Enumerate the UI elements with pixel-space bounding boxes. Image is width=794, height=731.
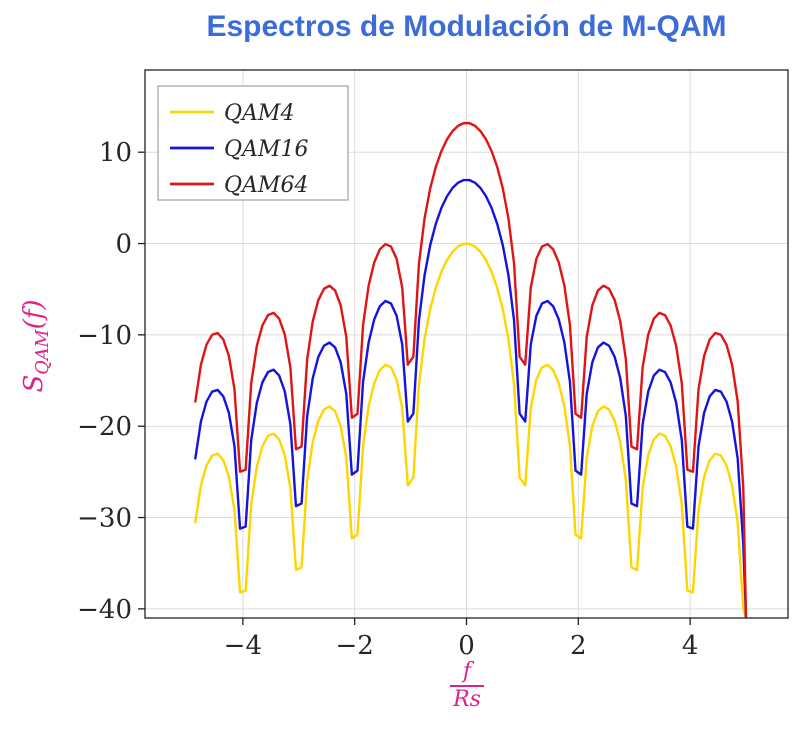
series-line-QAM4 <box>194 242 748 618</box>
chart-title: Espectros de Modulación de M-QAM <box>206 10 727 43</box>
xlabel-numerator: f <box>462 659 472 684</box>
y-tick-label: −10 <box>77 321 132 351</box>
series-line-QAM64 <box>194 121 748 618</box>
y-tick-label: −20 <box>77 412 132 442</box>
x-tick-label: −4 <box>224 631 262 661</box>
ylabel-suffix: (f) <box>19 299 49 330</box>
y-tick-label: −40 <box>77 595 132 625</box>
legend-box <box>157 85 349 201</box>
y-tick-label: −30 <box>77 504 132 534</box>
x-tick-label: −2 <box>336 631 374 661</box>
legend-label-QAM64: QAM64 <box>224 173 308 198</box>
y-axis-label: SQAM(f) <box>14 236 54 456</box>
x-tick-label: 0 <box>458 631 475 661</box>
series-line-QAM16 <box>194 178 748 618</box>
legend-label-QAM4: QAM4 <box>224 101 294 126</box>
ylabel-base: S <box>19 374 49 393</box>
x-tick-label: 2 <box>570 631 587 661</box>
y-tick-label: 0 <box>115 230 132 260</box>
x-tick-label: 4 <box>682 631 699 661</box>
legend-label-QAM16: QAM16 <box>224 137 308 162</box>
y-tick-label: 10 <box>99 138 132 168</box>
xlabel-denominator: Rs <box>453 687 481 712</box>
x-axis-label: f Rs <box>427 660 507 712</box>
fraction-bar <box>450 685 484 687</box>
ylabel-subscript: QAM <box>33 329 54 375</box>
